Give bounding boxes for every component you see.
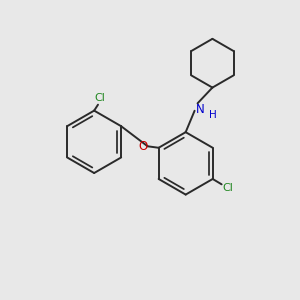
Text: Cl: Cl (223, 184, 234, 194)
Text: O: O (139, 140, 148, 153)
Text: N: N (196, 103, 204, 116)
Text: H: H (208, 110, 216, 120)
Text: Cl: Cl (94, 93, 105, 103)
